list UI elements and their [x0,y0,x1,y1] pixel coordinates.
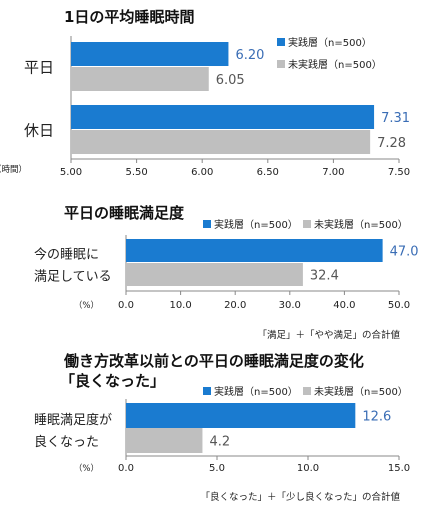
x-axis-unit: （時間） [0,164,27,175]
bar-practitioners [71,42,229,66]
legend-label-practitioners: 実践層（n=500） [214,218,298,231]
x-tick-label: 0.0 [118,463,134,474]
bar-practitioners [126,239,383,262]
weekday-satisfaction-plot: 0.0 10.0 20.0 30.0 40.0 50.0 （%） 47.0 32.4 今の睡眠に満… [34,218,419,311]
x-tick-label: 5.00 [60,167,82,178]
data-label: 32.4 [310,269,339,284]
data-label: 12.6 [362,410,391,425]
x-tick-label: 5.0 [209,463,225,474]
data-label: 7.31 [381,111,410,126]
category-label: 平日 [24,59,54,77]
chart-note: 「良くなった」＋「少し良くなった」の合計値 [200,492,400,503]
bar-practitioners [71,105,375,129]
x-tick-label: 0.0 [118,300,134,311]
legend-label-practitioners: 実践層（n=500） [288,36,372,49]
x-tick-label: 7.00 [322,167,344,178]
bar-non-practitioners [126,263,303,286]
sleep-hours-chart: 1日の平均睡眠時間 5.00 5.50 6.00 6.50 7.00 7.50 （時間） 6.… [0,0,430,190]
x-tick-label: 10.0 [169,300,191,311]
x-tick-label: 40.0 [333,300,355,311]
chart-title: 働き方改革以前との平日の睡眠満足度の変化 [64,352,364,370]
chart-title: 1日の平均睡眠時間 [64,8,195,26]
data-label: 6.05 [216,73,245,88]
legend-swatch-non-practitioners [303,387,311,395]
x-axis-unit: （%） [74,463,99,474]
legend-label-non-practitioners: 未実践層（n=500） [314,385,408,398]
category-label: 休日 [24,122,54,140]
legend-label-practitioners: 実践層（n=500） [214,385,298,398]
x-tick-label: 6.50 [257,167,279,178]
data-label: 7.28 [377,136,406,151]
category-label: 睡眠満足度が [34,412,112,428]
chart-note: 「満足」＋「やや満足」の合計値 [257,330,400,341]
x-tick-label: 30.0 [279,300,301,311]
bar-non-practitioners [71,130,371,154]
chart-title: 平日の睡眠満足度 [64,204,185,222]
legend-label-non-practitioners: 未実践層（n=500） [314,218,408,231]
x-tick-label: 15.0 [388,463,410,474]
legend-swatch-non-practitioners [303,220,311,228]
bar-practitioners [126,403,356,428]
x-axis-unit: （%） [74,300,99,311]
x-tick-label: 10.0 [297,463,319,474]
legend-swatch-practitioners [203,387,211,395]
category-label: 満足している [34,270,112,285]
legend-swatch-practitioners [277,38,285,46]
category-label: 今の睡眠に [34,247,99,263]
data-label: 6.20 [235,48,264,63]
chart-subtitle: 「良くなった」 [60,372,166,390]
category-label: 良くなった [34,434,99,450]
x-tick-label: 7.50 [388,167,410,178]
weekday-satisfaction-chart: 平日の睡眠満足度 0.0 10.0 20.0 30.0 40.0 50.0 （%） 47.0 3… [0,196,430,346]
x-tick-label: 5.50 [125,167,147,178]
x-tick-label: 50.0 [388,300,410,311]
x-tick-label: 20.0 [224,300,246,311]
data-label: 4.2 [209,435,230,450]
legend-swatch-non-practitioners [277,60,285,68]
sleep-hours-plot: 5.00 5.50 6.00 6.50 7.00 7.50 （時間） 6.20 6.05 平日 7.… [0,36,410,178]
legend-swatch-practitioners [203,220,211,228]
x-tick-label: 6.00 [191,167,213,178]
legend-label-non-practitioners: 未実践層（n=500） [288,58,382,71]
bar-non-practitioners [126,428,203,453]
bar-non-practitioners [71,67,209,91]
data-label: 47.0 [390,245,419,260]
satisfaction-change-chart: 働き方改革以前との平日の睡眠満足度の変化 「良くなった」 0.0 5.0 10.0 1… [0,346,430,510]
